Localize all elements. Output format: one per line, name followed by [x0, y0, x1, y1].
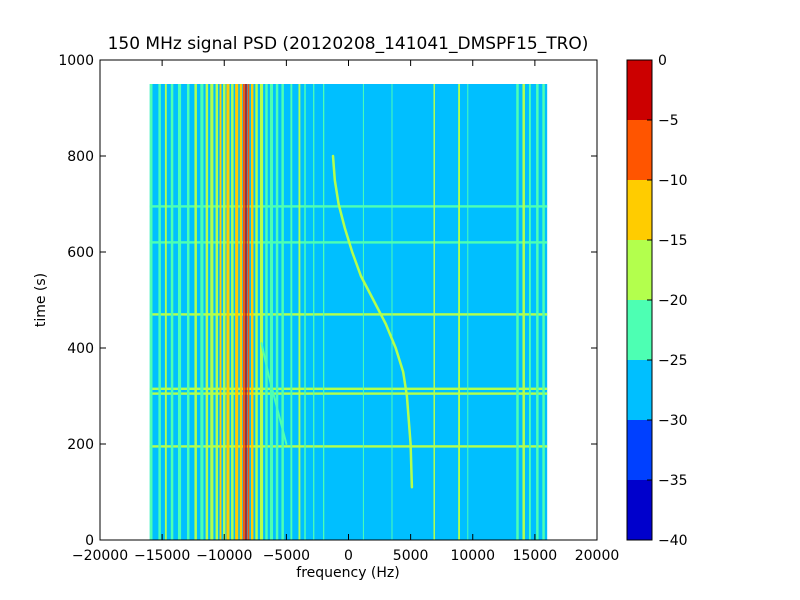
colorbar-tick-label: −40 [658, 533, 688, 549]
y-axis-label: time (s) [33, 273, 49, 327]
colorbar-segment [627, 420, 652, 480]
colorbar-segment [627, 480, 652, 540]
colorbar-tick-label: −15 [658, 233, 688, 249]
colorbar-tick-label: −20 [658, 293, 688, 309]
heatmap-band [265, 84, 268, 540]
heatmap-band [235, 84, 239, 540]
colorbar-segment [627, 60, 652, 120]
colorbar-segment [627, 180, 652, 240]
heatmap-band [467, 84, 469, 540]
y-tick-label: 400 [67, 341, 94, 357]
colorbar-tick-label: −25 [658, 353, 688, 369]
heatmap-band [323, 84, 325, 540]
y-tick-label: 0 [85, 533, 94, 549]
colorbar-tick-label: −10 [658, 173, 688, 189]
heatmap-band [528, 84, 531, 540]
heatmap-band [210, 84, 214, 540]
x-tick-label: 15000 [513, 548, 558, 564]
heatmap-horizontal-line [149, 205, 548, 208]
heatmap-band [239, 84, 243, 540]
x-tick-label: 5000 [393, 548, 429, 564]
colorbar-segment [627, 240, 652, 300]
heatmap-band [275, 84, 279, 540]
heatmap-band [250, 84, 254, 540]
secondary-trace [260, 342, 288, 445]
heatmap-band [391, 84, 393, 540]
heatmap-band [223, 84, 226, 540]
x-tick-label: 0 [344, 548, 353, 564]
heatmap-band [247, 84, 250, 540]
x-axis: −20000 −15000 −10000 −5000 0 5000 10000 15000 20… [72, 60, 619, 564]
heatmap-horizontal-line [149, 387, 548, 390]
heatmap-band [542, 84, 545, 540]
heatmap-band [362, 84, 364, 540]
heatmap-horizontal-line [149, 392, 548, 395]
heatmap-band [255, 84, 258, 540]
heatmap [149, 84, 548, 540]
heatmap-band [536, 84, 539, 540]
heatmap-band [231, 84, 234, 540]
heatmap-band [433, 84, 435, 540]
y-tick-label: 600 [67, 245, 94, 261]
colorbar-segment [627, 300, 652, 360]
colorbar: 0 −5 −10 −15 −20 −25 −30 −35 −40 [626, 53, 688, 549]
x-tick-label: 20000 [575, 548, 620, 564]
heatmap-band [219, 84, 222, 540]
heatmap-band [522, 84, 525, 540]
heatmap-band [245, 84, 247, 540]
colorbar-segment [627, 360, 652, 420]
y-tick-label: 200 [67, 437, 94, 453]
doppler-trace [331, 154, 414, 489]
y-tick-label: 1000 [58, 53, 94, 69]
heatmap-band [298, 84, 301, 540]
heatmap-band [242, 84, 245, 540]
heatmap-band [170, 84, 174, 540]
heatmap-band [149, 84, 153, 540]
heatmap-band [186, 84, 190, 540]
colorbar-segment [627, 120, 652, 180]
chart-title: 150 MHz signal PSD (20120208_141041_DMSP… [108, 34, 589, 54]
heatmap-band [269, 84, 274, 540]
heatmap-band [200, 84, 204, 540]
heatmap-band [177, 84, 182, 540]
colorbar-tick-label: 0 [658, 53, 667, 69]
heatmap-band [226, 84, 230, 540]
x-axis-label: frequency (Hz) [296, 565, 399, 581]
heatmap-band [158, 84, 161, 540]
heatmap-band [290, 84, 293, 540]
heatmap-band [458, 84, 461, 540]
colorbar-tick-label: −35 [658, 473, 688, 489]
heatmap-band [259, 84, 264, 540]
x-tick-label: −5000 [263, 548, 310, 564]
plot-area: −20000 −15000 −10000 −5000 0 5000 10000 15000 20… [58, 53, 619, 564]
colorbar-tick-label: −30 [658, 413, 688, 429]
heatmap-band [205, 84, 209, 540]
y-axis: 0 200 400 600 800 1000 [58, 53, 597, 549]
heatmap-band [281, 84, 284, 540]
x-tick-label: −20000 [72, 548, 128, 564]
heatmap-band [313, 84, 315, 540]
heatmap-horizontal-line [149, 445, 548, 448]
heatmap-horizontal-line [149, 313, 548, 316]
y-tick-label: 800 [67, 149, 94, 165]
heatmap-band [516, 84, 519, 540]
heatmap-background [149, 84, 548, 540]
colorbar-tick-label: −5 [658, 113, 679, 129]
heatmap-band [164, 84, 167, 540]
x-tick-label: −10000 [196, 548, 252, 564]
x-tick-label: −15000 [134, 548, 190, 564]
x-tick-label: 10000 [450, 548, 495, 564]
heatmap-band [215, 84, 219, 540]
heatmap-band [194, 84, 197, 540]
heatmap-band [304, 84, 306, 540]
